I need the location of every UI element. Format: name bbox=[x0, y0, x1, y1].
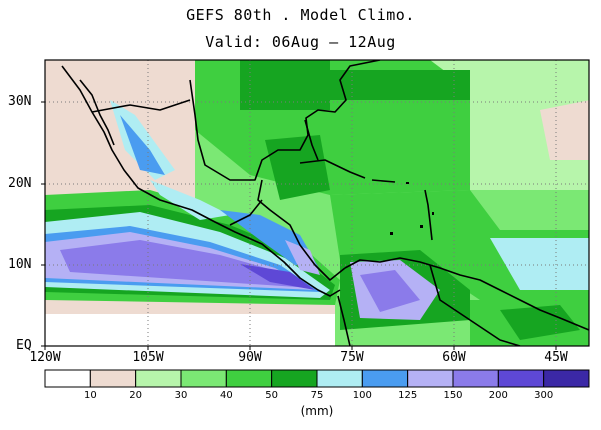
guatemala-border bbox=[229, 199, 263, 226]
baja-california bbox=[79, 79, 115, 146]
venezuela-interior bbox=[429, 264, 521, 346]
lesser-antilles bbox=[424, 189, 433, 241]
north-america-west-coast bbox=[61, 65, 341, 297]
colorbar-tick-label: 20 bbox=[129, 390, 143, 401]
colorbar-tick-label: 300 bbox=[534, 390, 554, 401]
colorbar-tick-label: 75 bbox=[310, 390, 324, 401]
lon-label-105w: 105W bbox=[132, 350, 164, 365]
colorbar-tick-label: 10 bbox=[83, 390, 97, 401]
lat-label-10n: 10N bbox=[8, 257, 32, 272]
colorbar-tick-label: 100 bbox=[352, 390, 372, 401]
colorbar-tick-label: 40 bbox=[219, 390, 233, 401]
colorbar-swatch bbox=[225, 369, 273, 388]
colorbar-units: (mm) bbox=[300, 404, 334, 418]
colorbar-swatch bbox=[44, 369, 91, 388]
colorbar-tick-label: 150 bbox=[443, 390, 463, 401]
hispaniola bbox=[371, 179, 396, 183]
colorbar-swatch bbox=[271, 369, 318, 388]
colorbar-swatch bbox=[543, 369, 590, 388]
colorbar-swatch bbox=[361, 369, 409, 388]
colorbar-swatch bbox=[135, 369, 182, 388]
colorbar-tick-label: 50 bbox=[265, 390, 279, 401]
south-america-north-coast bbox=[344, 257, 589, 331]
south-america-west-coast bbox=[337, 295, 351, 346]
cuba bbox=[299, 159, 366, 179]
colorbar-swatch bbox=[497, 369, 545, 388]
map-title-line-2: Valid: 06Aug — 12Aug bbox=[205, 33, 396, 51]
colorbar-swatch bbox=[316, 369, 363, 388]
lat-label-30n: 30N bbox=[8, 94, 32, 109]
lon-label-75w: 75W bbox=[340, 350, 364, 365]
florida bbox=[304, 119, 319, 161]
map-title-line-1: GEFS 80th . Model Climo. bbox=[186, 6, 415, 24]
colorbar-tick-label: 30 bbox=[174, 390, 188, 401]
lon-label-45w: 45W bbox=[544, 350, 568, 365]
lat-label-20n: 20N bbox=[8, 176, 32, 191]
colorbar-tick-label: 125 bbox=[398, 390, 418, 401]
lon-label-60w: 60W bbox=[442, 350, 466, 365]
colorbar bbox=[44, 369, 590, 388]
colorbar-swatch bbox=[407, 369, 454, 388]
colorbar-swatch bbox=[180, 369, 227, 388]
gulf-of-mexico-coast bbox=[189, 60, 381, 181]
colorbar-tick-label: 200 bbox=[488, 390, 508, 401]
lon-label-90w: 90W bbox=[238, 350, 262, 365]
colorbar-swatch bbox=[89, 369, 137, 388]
lon-label-120w: 120W bbox=[29, 350, 61, 365]
colorbar-swatch bbox=[452, 369, 499, 388]
lat-label-eq: EQ bbox=[16, 338, 32, 353]
us-mexico-border bbox=[91, 99, 191, 113]
